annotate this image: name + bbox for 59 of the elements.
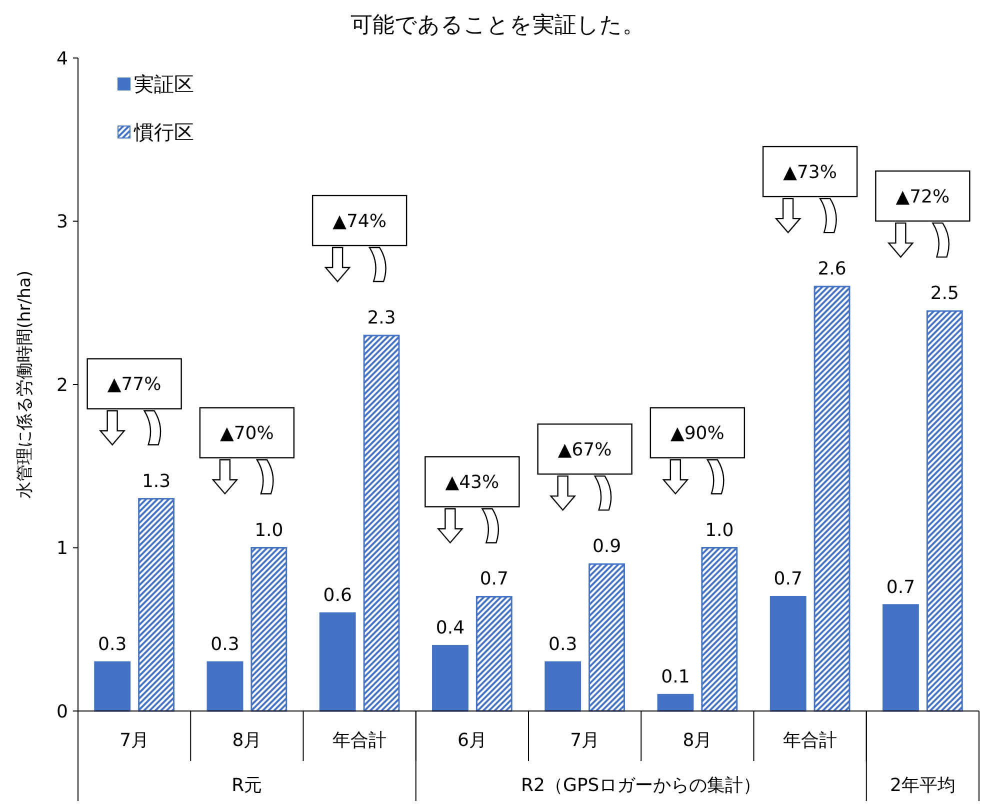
bar — [814, 286, 850, 712]
x-tick-label: 年合計 — [783, 730, 838, 751]
x-tick-label: 7月 — [120, 730, 150, 751]
data-label: 0.1 — [661, 666, 690, 688]
data-label: 0.3 — [548, 634, 578, 656]
x-tick-label: 6月 — [457, 730, 487, 751]
annotation: ▲72% — [896, 186, 950, 208]
x-tick-label: 8月 — [232, 730, 262, 751]
text: R2（GPSロガーからの集計） — [521, 775, 762, 796]
legend-label: 実証区 — [134, 72, 194, 96]
data-label: 2.3 — [367, 308, 396, 329]
data-label: 0.3 — [210, 634, 240, 656]
data-label: 0.4 — [436, 618, 465, 639]
text: 2年平均 — [890, 775, 956, 796]
annotation: ▲43% — [445, 472, 500, 494]
data-label: 2.5 — [930, 283, 959, 304]
data-label: 0.9 — [592, 536, 622, 558]
text: R元 — [232, 775, 262, 796]
bar — [588, 563, 625, 712]
bar — [206, 661, 244, 712]
bar — [319, 612, 356, 712]
bar — [94, 661, 131, 712]
data-label: 1.0 — [705, 520, 734, 541]
y-tick-label: 3 — [56, 212, 68, 233]
annotation: ▲74% — [332, 210, 386, 232]
bar — [770, 596, 806, 712]
data-label: 0.7 — [480, 568, 508, 590]
y-tick-label: 1 — [56, 538, 68, 560]
data-label: 0.7 — [774, 568, 802, 590]
bar — [138, 498, 174, 712]
legend-label: 慣行区 — [133, 120, 194, 144]
annotation: ▲70% — [220, 423, 274, 444]
y-tick-label: 4 — [56, 48, 68, 70]
bar — [657, 694, 694, 712]
bar — [250, 547, 288, 712]
data-label: 1.3 — [142, 470, 171, 492]
bar — [363, 334, 400, 712]
annotation: ▲77% — [107, 374, 162, 396]
bar — [476, 596, 512, 712]
y-axis-title: 水管理に係る労働時間(hr/ha) — [15, 270, 35, 498]
data-label: 1.0 — [254, 520, 284, 541]
annotation: ▲67% — [558, 439, 612, 460]
bar — [544, 661, 582, 712]
annotation: ▲90% — [670, 423, 724, 444]
y-tick-label: 2 — [56, 374, 68, 396]
data-label: 0.6 — [323, 585, 352, 606]
chart-title: 可能であることを実証した。 — [350, 13, 644, 38]
x-tick-label: 7月 — [570, 730, 600, 751]
bar — [701, 547, 738, 712]
x-tick-label: 8月 — [682, 730, 712, 751]
bar — [926, 310, 963, 712]
bar — [432, 644, 468, 712]
data-label: 0.3 — [98, 634, 127, 656]
y-tick-label: 0 — [56, 701, 68, 722]
bar — [882, 604, 919, 712]
data-label: 0.7 — [886, 576, 916, 598]
annotation: ▲73% — [783, 162, 837, 183]
x-tick-label: 年合計 — [332, 730, 387, 751]
data-label: 2.6 — [818, 258, 846, 280]
